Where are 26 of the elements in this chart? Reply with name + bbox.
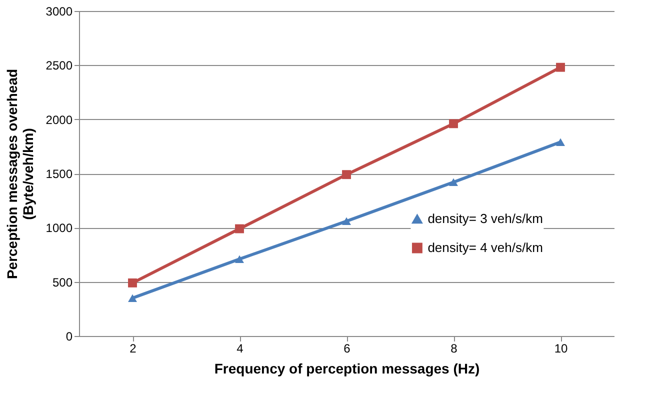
point <box>556 138 565 146</box>
point <box>128 278 137 288</box>
x-tick-label: 2 <box>130 342 137 356</box>
x-tick-label: 6 <box>344 342 351 356</box>
x-tick-label: 8 <box>450 342 458 356</box>
point <box>128 294 137 302</box>
legend-label: density= 4 veh/s/km <box>428 240 543 255</box>
y-tick-label: 1500 <box>46 167 73 181</box>
y-tick-label: 2000 <box>46 112 73 127</box>
x-axis-title: Frequency of perception messages (Hz) <box>214 360 480 376</box>
y-axis-title: Perception messages overhead (Byte/veh/km) <box>4 68 36 280</box>
point <box>342 170 351 180</box>
point <box>449 178 458 186</box>
x-tick-label: 10 <box>554 342 568 356</box>
y-tick-label: 1000 <box>46 221 73 236</box>
y-tick-label: 0 <box>66 330 73 344</box>
point <box>235 224 244 234</box>
x-tick-label: 4 <box>236 342 244 356</box>
y-tick-label: 3000 <box>46 4 73 18</box>
y-tick-label: 500 <box>52 275 73 290</box>
point <box>449 119 458 128</box>
point <box>556 62 565 72</box>
point <box>342 217 351 226</box>
point <box>235 255 244 263</box>
legend-label: density= 3 veh/s/km <box>428 211 543 226</box>
y-tick-label: 2500 <box>46 58 73 73</box>
